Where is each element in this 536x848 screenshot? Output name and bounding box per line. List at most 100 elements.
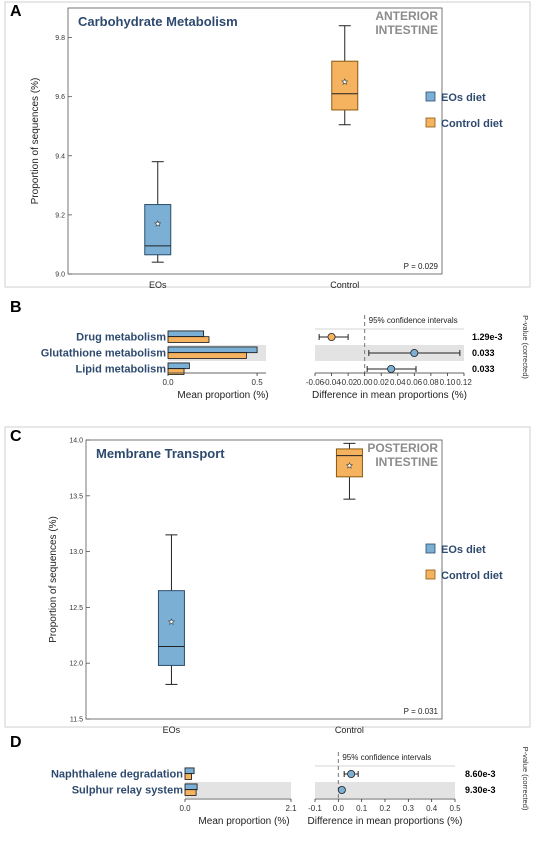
x-category-label: Control — [330, 280, 359, 290]
mean-marker — [154, 219, 162, 227]
panel-letter: B — [10, 299, 22, 316]
p-value-axis-label: P-value (corrected) — [521, 747, 530, 811]
bar-x-tick-label: 2.1 — [285, 804, 297, 813]
bar-x-tick-label: 0.0 — [162, 378, 174, 387]
region-label-line1: POSTERIOR — [367, 441, 438, 455]
bar-eos — [184, 783, 198, 791]
feature-label: Drug metabolism — [76, 332, 166, 344]
region-label-line1: ANTERIOR — [375, 9, 438, 23]
box-iqr — [144, 204, 172, 256]
diff-x-tick-label: 0.4 — [426, 804, 438, 813]
diff-x-tick-label: -0.1 — [308, 804, 322, 813]
diff-x-tick-label: 0.2 — [379, 804, 391, 813]
p-value: 1.29e-3 — [472, 332, 503, 342]
y-tick-label: 9.6 — [55, 94, 65, 101]
legend-label: EOs diet — [441, 92, 486, 104]
bar-control — [184, 773, 192, 780]
region-label-line2: INTESTINE — [375, 455, 438, 469]
bar-eos — [184, 767, 195, 775]
box-iqr — [157, 590, 185, 666]
plot-area — [85, 439, 443, 720]
legend-swatch — [425, 543, 436, 554]
legend-swatch — [425, 569, 436, 580]
feature-label: Naphthalene degradation — [51, 769, 183, 781]
bar-control — [167, 352, 247, 359]
y-tick-label: 14.0 — [69, 438, 83, 445]
diff-x-axis-title: Difference in mean proportions (%) — [312, 390, 467, 401]
legend-swatch — [425, 117, 436, 128]
bar-eos — [167, 330, 205, 338]
y-tick-label: 9.4 — [55, 153, 65, 160]
diff-x-tick-label: 0.10 — [440, 378, 456, 387]
ci-label: 95% confidence intervals — [342, 753, 431, 762]
panel-D: D Naphthalene degradation Sulphur relay sy… — [10, 734, 530, 827]
p-value: 9.30e-3 — [465, 785, 496, 795]
y-tick-label: 13.5 — [69, 493, 83, 500]
feature-label: Glutathione metabolism — [41, 348, 167, 360]
y-tick-label: 9.0 — [55, 272, 65, 279]
panel-B: B Drug metabolism Glutathione metabolism Li… — [10, 299, 530, 401]
y-tick-label: 9.2 — [55, 212, 65, 219]
diff-point — [347, 770, 356, 779]
p-value: P = 0.031 — [404, 707, 439, 716]
diff-point — [337, 786, 346, 795]
panel-letter: D — [10, 734, 22, 751]
bar-control — [167, 336, 210, 343]
diff-x-tick-label: 0.02 — [373, 378, 389, 387]
bar-x-axis-title: Mean proportion (%) — [177, 390, 268, 401]
region-label-line2: INTESTINE — [375, 23, 438, 37]
diff-x-tick-label: 0.3 — [403, 804, 415, 813]
diff-point — [410, 348, 419, 357]
y-tick-label: 12.5 — [69, 605, 83, 612]
panel-letter: A — [10, 3, 22, 20]
diff-point — [387, 364, 396, 373]
row-band — [185, 782, 291, 798]
bar-x-axis-title: Mean proportion (%) — [198, 816, 289, 827]
mean-marker — [345, 461, 354, 469]
legend-label: Control diet — [441, 570, 503, 582]
box-iqr — [331, 60, 359, 111]
diff-x-tick-label: 0.00 — [357, 378, 373, 387]
mean-marker — [341, 78, 349, 85]
y-tick-label: 13.0 — [69, 549, 83, 556]
box-eos — [157, 534, 185, 685]
bar-eos — [167, 362, 190, 370]
ci-label: 95% confidence intervals — [369, 316, 458, 325]
y-tick-label: 11.5 — [70, 717, 83, 724]
box-control — [335, 442, 363, 500]
y-tick-label: 9.8 — [55, 35, 65, 42]
panel-A: A Carbohydrate Metabolism ANTERIORINTESTIN… — [4, 1, 531, 290]
feature-label: Sulphur relay system — [72, 785, 183, 797]
bar-eos — [167, 346, 258, 354]
diff-x-tick-label: 0.08 — [423, 378, 439, 387]
p-value: P = 0.029 — [404, 262, 439, 271]
box-eos — [144, 161, 172, 263]
p-value-axis-label: P-value (corrected) — [521, 315, 530, 379]
diff-x-tick-label: 0.04 — [390, 378, 406, 387]
x-category-label: Control — [335, 725, 364, 735]
diff-x-tick-label: -0.06 — [306, 378, 325, 387]
plot-area — [67, 7, 443, 275]
mean-marker — [167, 618, 176, 625]
row-band — [315, 782, 455, 798]
bar-control — [167, 368, 185, 375]
x-category-label: EOs — [149, 280, 167, 290]
diff-x-tick-label: 0.5 — [449, 804, 461, 813]
y-axis-title: Proportion of sequences (%) — [30, 78, 41, 205]
panel-letter: C — [10, 428, 22, 445]
p-value: 8.60e-3 — [465, 769, 496, 779]
diff-point — [327, 332, 336, 341]
diff-x-tick-label: 0.06 — [407, 378, 423, 387]
feature-label: Lipid metabolism — [76, 364, 167, 376]
panel-frame — [4, 426, 531, 728]
chart-title: Carbohydrate Metabolism — [78, 14, 238, 29]
y-tick-label: 12.0 — [69, 661, 83, 668]
legend-label: EOs diet — [441, 544, 486, 556]
diff-x-tick-label: 0.0 — [333, 804, 345, 813]
bar-x-tick-label: 0.5 — [252, 378, 264, 387]
p-value: 0.033 — [472, 348, 495, 358]
y-axis-title: Proportion of sequences (%) — [48, 516, 59, 643]
diff-x-tick-label: 0.1 — [356, 804, 368, 813]
